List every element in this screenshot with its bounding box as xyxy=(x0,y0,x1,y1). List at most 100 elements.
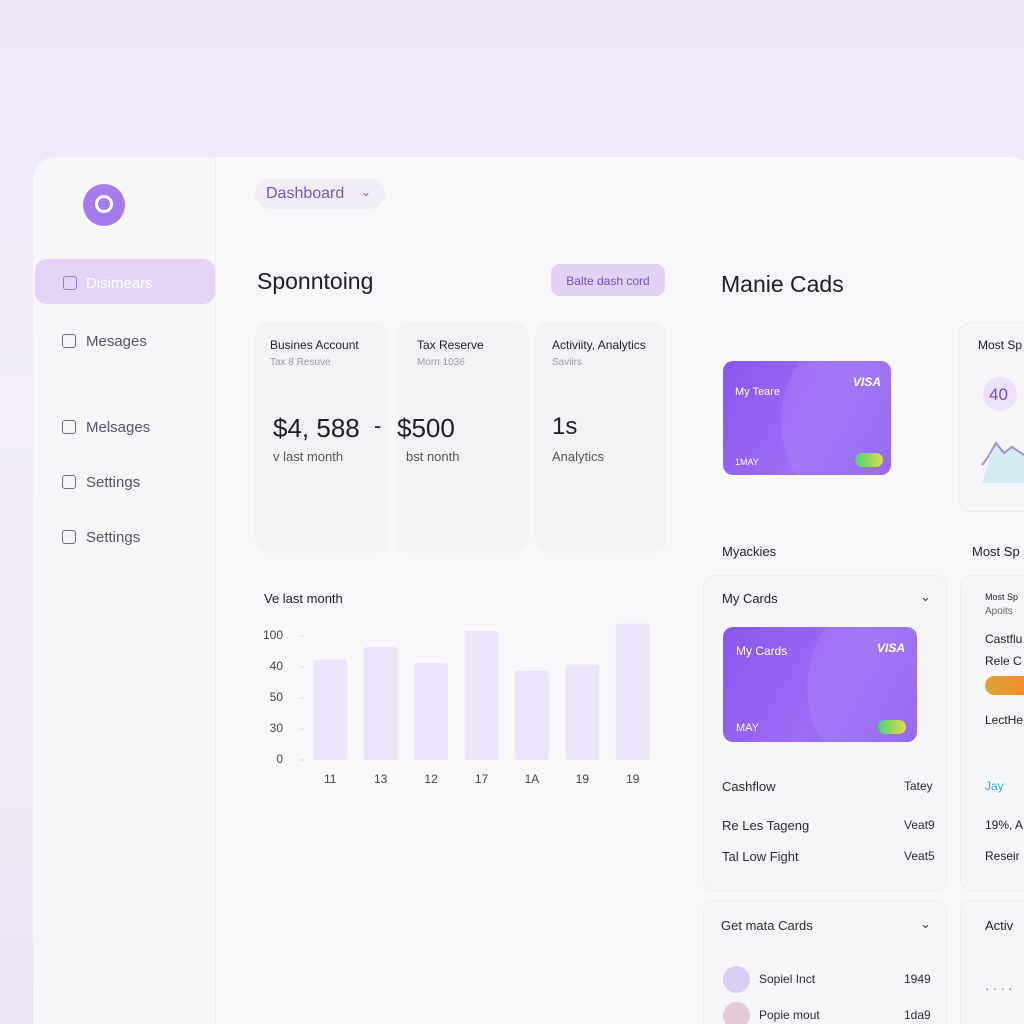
contact-value: 1da9 xyxy=(904,1008,931,1022)
card-note: bst nonth xyxy=(406,449,460,464)
bar xyxy=(414,663,449,760)
section-label: Myackies xyxy=(722,544,777,559)
card-brand: VISA xyxy=(853,375,882,389)
chip xyxy=(878,720,906,734)
y-axis-label: 30 xyxy=(270,721,284,735)
card-expiry: MAY xyxy=(736,722,760,734)
dashboard-pill[interactable] xyxy=(255,178,385,209)
nav-icon xyxy=(62,334,76,348)
side-title: Most Sp xyxy=(972,544,1020,559)
card-title: Tax Reserve xyxy=(417,338,484,352)
card-title: Activiity, Analytics xyxy=(552,338,646,352)
card-expiry: 1MAY xyxy=(735,457,759,467)
y-axis-label: 50 xyxy=(270,690,284,704)
nav-item[interactable]: Settings xyxy=(86,529,141,546)
stat-card xyxy=(396,322,528,553)
side-item: Castflu xyxy=(985,632,1023,646)
dots: ···· xyxy=(985,980,1016,996)
row-value: Veat5 xyxy=(904,849,935,863)
card-note: v last month xyxy=(273,449,344,464)
card-brand: VISA xyxy=(877,641,906,655)
side-panel xyxy=(960,575,1024,891)
chevron[interactable]: ⌄ xyxy=(920,589,931,604)
side-panel xyxy=(960,900,1024,1024)
bar xyxy=(313,659,348,760)
contact-value: 1949 xyxy=(904,972,931,986)
card-value: $500 xyxy=(397,413,455,443)
card-title: Busines Account xyxy=(270,338,359,352)
wallet-title: Manie Cads xyxy=(721,271,844,297)
x-tick-label: 13 xyxy=(374,772,388,786)
y-axis-label: 40 xyxy=(270,659,284,673)
card-subtitle: Saviirs xyxy=(552,357,583,368)
badge xyxy=(983,377,1017,411)
nav-item[interactable]: Settings xyxy=(86,474,141,491)
x-tick-label: 1A xyxy=(525,772,540,786)
side-value: 40 xyxy=(989,385,1008,404)
stat-card xyxy=(535,322,667,553)
panel-title: Get mata Cards xyxy=(721,918,813,933)
chevron: ⌄ xyxy=(361,185,372,199)
side-item: Jay xyxy=(985,779,1004,793)
side-item: 19%, A xyxy=(985,818,1024,832)
row-label: Tal Low Fight xyxy=(722,849,799,864)
stat-card xyxy=(255,322,388,553)
button-bg[interactable] xyxy=(551,264,665,296)
nav-icon xyxy=(62,420,76,434)
x-tick-label: 11 xyxy=(324,772,337,786)
contact-name: Popie mout xyxy=(759,1008,820,1022)
row-value: Tatey xyxy=(904,779,933,793)
nav-icon xyxy=(62,475,76,489)
x-tick-label: 17 xyxy=(475,772,489,786)
chart-title: Ve last month xyxy=(264,591,343,606)
credit-card[interactable]: My Teare VISA 1MAY xyxy=(723,361,891,475)
nav-item[interactable]: Disimears xyxy=(86,275,153,292)
card-name: My Cards xyxy=(736,644,788,658)
nav-icon xyxy=(63,276,77,290)
bar xyxy=(464,631,499,760)
x-tick-label: 19 xyxy=(576,772,590,786)
nav-icon xyxy=(62,530,76,544)
card-subtitle: Morn 1036 xyxy=(417,357,465,368)
bar xyxy=(565,664,600,760)
card-name: My Teare xyxy=(735,386,781,398)
x-tick-label: 12 xyxy=(424,772,438,786)
chevron[interactable]: ⌄ xyxy=(920,916,931,931)
nav-item[interactable]: Mesages xyxy=(86,333,147,350)
bar-chart: 0 30 50 40 100 11 13 12 17 1A 19 19 xyxy=(263,623,650,786)
nav-item[interactable]: Melsages xyxy=(86,419,151,436)
card-value: $4, 588 xyxy=(273,413,360,443)
bar xyxy=(615,623,650,760)
side-title: Most Sp xyxy=(978,338,1023,352)
card-subtitle: Tax 8 Resuve xyxy=(270,357,331,368)
row-label: Re Les Tageng xyxy=(722,818,810,833)
dashboard-label[interactable]: Dashboard xyxy=(266,185,345,202)
side-badge xyxy=(985,676,1024,695)
card-value: 1s xyxy=(552,413,578,440)
side-item: Rele C xyxy=(985,654,1022,668)
sparkline xyxy=(981,441,1024,483)
side-item: Apoits xyxy=(985,606,1013,617)
side-item: LectHe xyxy=(985,713,1024,727)
row-label: Cashflow xyxy=(722,779,776,794)
contact-name: Sopiel Inct xyxy=(759,972,816,986)
chip xyxy=(855,453,883,467)
bar xyxy=(514,670,549,760)
section-title: Sponntoing xyxy=(257,268,374,294)
side-item: Reseir xyxy=(985,849,1020,863)
y-axis-label: 100 xyxy=(263,628,283,642)
credit-card[interactable]: My Cards VISA MAY xyxy=(723,627,917,742)
nav-active-bg[interactable] xyxy=(35,259,215,304)
button-label[interactable]: Balte dash cord xyxy=(566,274,650,288)
row-value: Veat9 xyxy=(904,818,935,832)
x-tick-label: 19 xyxy=(626,772,640,786)
logo xyxy=(83,184,125,226)
y-axis-label: 0 xyxy=(276,752,283,766)
card-extra: - xyxy=(374,413,382,438)
bar xyxy=(363,647,398,760)
side-item: Most Sp xyxy=(985,592,1019,602)
avatar xyxy=(723,1002,750,1024)
side-item: Activ xyxy=(985,918,1014,933)
card-note: Analytics xyxy=(552,449,605,464)
